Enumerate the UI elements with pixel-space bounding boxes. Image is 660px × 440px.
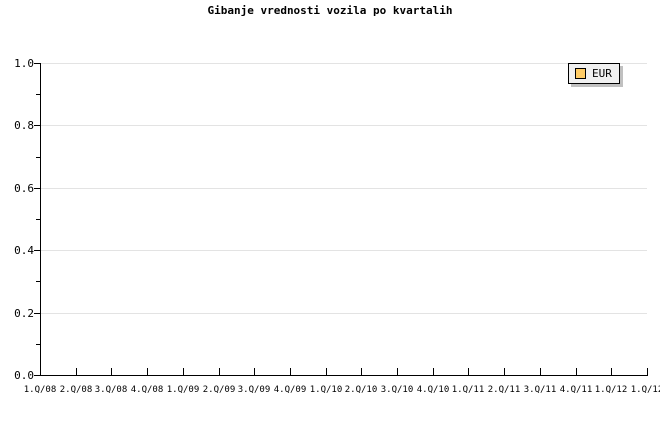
- y-axis-tick: [34, 313, 40, 314]
- y-axis-label: 0.0: [14, 369, 34, 382]
- x-axis-tick: [433, 368, 434, 375]
- x-axis-label: 1.Q/08: [23, 385, 57, 395]
- y-axis-label: 0.6: [14, 182, 34, 195]
- gridline: [41, 250, 647, 251]
- x-axis-label: 3.Q/10: [380, 385, 414, 395]
- y-axis-label: 1.0: [14, 57, 34, 70]
- y-axis-tick: [34, 188, 40, 189]
- gridline: [41, 188, 647, 189]
- y-axis-minor-tick: [36, 157, 40, 158]
- y-axis-minor-tick: [36, 281, 40, 282]
- x-axis-tick: [76, 368, 77, 375]
- gridline: [41, 313, 647, 314]
- x-axis-label: 3.Q/11: [523, 385, 557, 395]
- x-axis-tick: [183, 368, 184, 375]
- x-axis-tick: [540, 368, 541, 375]
- x-axis-tick: [468, 368, 469, 375]
- x-axis-tick: [219, 368, 220, 375]
- x-axis-label: 4.Q/08: [130, 385, 164, 395]
- x-axis-tick: [647, 368, 648, 375]
- gridline: [41, 125, 647, 126]
- x-axis-tick: [361, 368, 362, 375]
- x-axis-tick: [611, 368, 612, 375]
- x-axis-label: 1.Q/12: [630, 385, 660, 395]
- x-axis-tick: [254, 368, 255, 375]
- legend-label-eur: EUR: [592, 67, 612, 80]
- x-axis-tick: [40, 368, 41, 375]
- x-axis-label: 3.Q/08: [94, 385, 128, 395]
- y-axis-tick: [34, 125, 40, 126]
- x-axis-label: 2.Q/11: [487, 385, 521, 395]
- y-axis-tick: [34, 63, 40, 64]
- y-axis-label: 0.4: [14, 244, 34, 257]
- x-axis-label: 3.Q/09: [237, 385, 271, 395]
- y-axis-tick: [34, 375, 40, 376]
- y-axis-tick: [34, 250, 40, 251]
- x-axis-label: 2.Q/08: [59, 385, 93, 395]
- chart-legend[interactable]: EUR: [568, 63, 620, 84]
- x-axis-label: 1.Q/12: [594, 385, 628, 395]
- x-axis-label: 2.Q/09: [202, 385, 236, 395]
- x-axis-tick: [111, 368, 112, 375]
- x-axis-tick: [397, 368, 398, 375]
- x-axis-label: 1.Q/11: [451, 385, 485, 395]
- y-axis-minor-tick: [36, 344, 40, 345]
- y-axis-line: [40, 63, 41, 376]
- x-axis-label: 4.Q/11: [559, 385, 593, 395]
- x-axis-label: 4.Q/09: [273, 385, 307, 395]
- plot-area: [40, 63, 647, 375]
- y-axis-label: 0.2: [14, 307, 34, 320]
- x-axis-label: 1.Q/09: [166, 385, 200, 395]
- x-axis-tick: [504, 368, 505, 375]
- y-axis-label: 0.8: [14, 119, 34, 132]
- y-axis-labels-group: 0.0 0.2 0.4 0.6 0.8 1.0: [0, 0, 34, 440]
- x-axis-tick: [576, 368, 577, 375]
- chart-title: Gibanje vrednosti vozila po kvartalih: [207, 4, 453, 17]
- x-axis-tick: [147, 368, 148, 375]
- y-axis-minor-tick: [36, 94, 40, 95]
- x-axis-line: [40, 375, 648, 376]
- x-axis-tick: [326, 368, 327, 375]
- gridline: [41, 63, 647, 64]
- y-axis-minor-tick: [36, 219, 40, 220]
- x-axis-label: 4.Q/10: [416, 385, 450, 395]
- x-axis-label: 2.Q/10: [344, 385, 378, 395]
- legend-swatch-icon: [575, 68, 586, 79]
- x-axis-tick: [290, 368, 291, 375]
- x-axis-label: 1.Q/10: [309, 385, 343, 395]
